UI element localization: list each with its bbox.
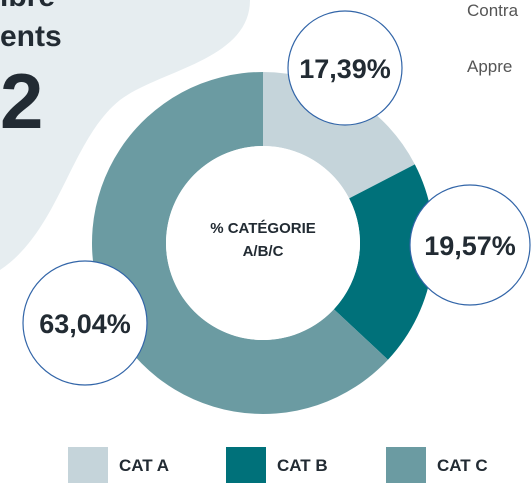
- callout-circle: [22, 260, 148, 386]
- background-text: ibre: [0, 0, 55, 13]
- callout-circle: [409, 184, 531, 306]
- legend: CAT A CAT B CAT C: [68, 447, 488, 483]
- donut-segment: [333, 164, 434, 360]
- legend-swatch: [68, 447, 108, 483]
- legend-label: CAT B: [277, 456, 328, 475]
- background-blob: [0, 0, 250, 270]
- legend-label: CAT C: [437, 456, 488, 475]
- data-label: 17,39%: [299, 54, 391, 84]
- legend-swatch: [226, 447, 266, 483]
- background-text: Appre: [467, 57, 512, 76]
- legend-label: CAT A: [119, 456, 169, 475]
- center-label: A/B/C: [243, 243, 284, 260]
- data-label: 19,57%: [424, 231, 516, 261]
- background-text: Contra: [467, 1, 519, 20]
- data-label: 63,04%: [39, 309, 131, 339]
- center-label: % CATÉGORIE: [210, 220, 316, 237]
- background-text: ents: [0, 20, 62, 53]
- donut-hole: [166, 146, 360, 340]
- background-text: 2: [0, 57, 43, 145]
- callout-circle: [287, 10, 403, 126]
- callouts: 17,39% 19,57% 63,04%: [22, 10, 531, 386]
- legend-swatch: [386, 447, 426, 483]
- donut-segment: [91, 72, 388, 414]
